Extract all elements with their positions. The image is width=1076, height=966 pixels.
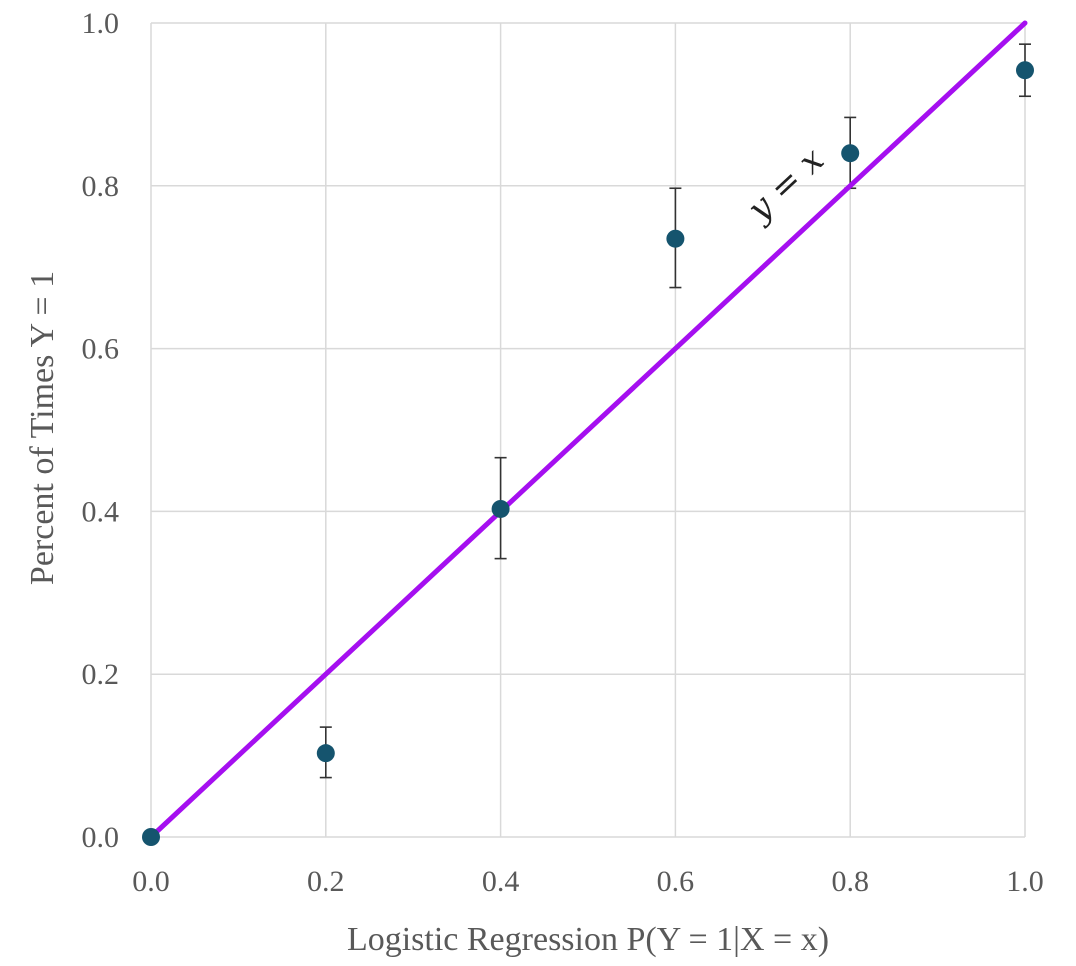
- data-point: [316, 744, 335, 763]
- x-axis-label: Logistic Regression P(Y = 1|X = x): [347, 921, 829, 958]
- data-point: [491, 499, 510, 518]
- x-tick-label: 0.4: [482, 865, 520, 898]
- x-tick-label: 0.8: [831, 865, 869, 898]
- data-point: [142, 828, 160, 846]
- y-tick-label: 1.0: [82, 7, 120, 40]
- data-points: [142, 61, 1034, 846]
- data-point: [1016, 61, 1034, 80]
- reference-line-group: [148, 20, 1028, 840]
- grid: [150, 22, 1026, 838]
- tick-labels: 0.0 0.2 0.4 0.6 0.8 1.0 0.0 0.2 0.4 0.6 0.8 1.0: [82, 7, 1044, 898]
- y-tick-label: 0.8: [82, 170, 120, 203]
- x-tick-label: 0.2: [307, 865, 345, 898]
- data-point: [841, 144, 860, 163]
- y-axis-label: Percent of Times Y = 1: [24, 271, 61, 585]
- y-tick-label: 0.2: [82, 658, 120, 691]
- x-tick-label: 0.0: [132, 865, 170, 898]
- y-tick-label: 0.6: [82, 333, 120, 366]
- reference-line: [148, 20, 1028, 840]
- x-tick-label: 0.6: [657, 865, 695, 898]
- y-tick-label: 0.4: [82, 495, 120, 528]
- x-tick-label: 1.0: [1006, 865, 1044, 898]
- y-tick-label: 0.0: [82, 821, 120, 854]
- data-point: [666, 229, 685, 248]
